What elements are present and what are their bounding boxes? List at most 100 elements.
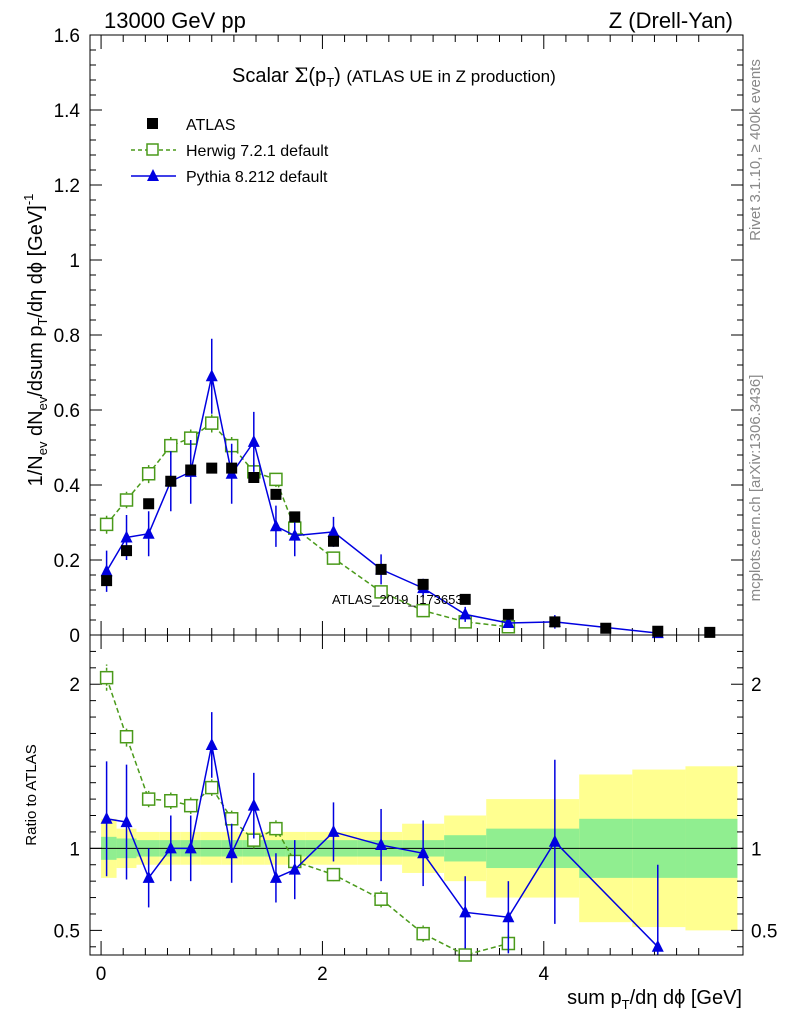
- atlas-point: [270, 488, 282, 500]
- atlas-point: [289, 511, 301, 523]
- atlas-point: [417, 578, 429, 590]
- atlas-point: [502, 608, 514, 620]
- legend-marker-atlas: [147, 118, 158, 129]
- legend-marker-pythia: [147, 169, 159, 181]
- ratio-ytick-label: 1: [69, 839, 80, 860]
- atlas-point: [704, 626, 716, 638]
- pythia-ratio-point: [502, 910, 515, 923]
- pythia-ratio-point: [247, 798, 260, 811]
- ratio-ytick-label: 0.5: [54, 921, 80, 942]
- xtick-label: 2: [317, 964, 328, 985]
- ratio-ytick-label-right: 1: [751, 839, 762, 860]
- pythia-ratio-point: [164, 841, 177, 854]
- herwig-point: [119, 493, 134, 507]
- pythia-ratio-point: [548, 834, 561, 847]
- analysis-watermark: ATLAS_2019_I1736531: [332, 592, 470, 607]
- atlas-point: [165, 475, 177, 487]
- pythia-point: [459, 607, 472, 620]
- legend-item-herwig: Herwig 7.2.1 default: [131, 143, 329, 160]
- herwig-point: [99, 517, 114, 532]
- atlas-point: [549, 616, 561, 628]
- main-ytick-label: 0.8: [54, 326, 80, 347]
- main-ytick-label: 1: [69, 251, 80, 272]
- herwig-point: [416, 603, 430, 618]
- pythia-ratio-point: [327, 824, 340, 837]
- pythia-point: [502, 616, 515, 628]
- main-ytick-label: 0.2: [54, 551, 80, 572]
- ratio-plot: 0.5 0.5 1 1 2 2 0 2 4: [54, 635, 777, 985]
- atlas-point: [101, 575, 113, 587]
- legend-label-pythia: Pythia 8.212 default: [186, 169, 328, 186]
- xtick-label: 0: [96, 964, 107, 985]
- herwig-ratio-point: [204, 780, 219, 795]
- legend-item-atlas: ATLAS: [147, 117, 236, 134]
- pythia-ratio-point: [651, 939, 664, 952]
- pythia-point: [327, 524, 340, 537]
- pythia-ratio-point: [417, 846, 430, 859]
- herwig-ratio-point: [224, 812, 239, 826]
- herwig-point: [141, 467, 156, 481]
- pythia-ratio-point: [142, 870, 155, 883]
- pythia-point: [120, 530, 133, 543]
- herwig-ratio-point: [416, 926, 430, 941]
- herwig-point: [326, 551, 341, 565]
- atlas-point: [327, 535, 339, 547]
- ratio-ytick-label: 2: [69, 675, 80, 696]
- main-ytick-label: 1.6: [54, 26, 80, 47]
- rivet-label: Rivet 3.1.10, ≥ 400k events: [747, 59, 764, 241]
- pythia-ratio-point: [205, 737, 218, 750]
- herwig-ratio-point: [326, 867, 341, 882]
- herwig-point: [204, 416, 219, 430]
- mcplots-label: mcplots.cern.ch [arXiv:1306.3436]: [747, 375, 764, 602]
- atlas-point: [185, 464, 197, 476]
- ratio-ylabel: Ratio to ATLAS: [23, 744, 40, 845]
- energy-label: 13000 GeV pp: [104, 8, 246, 33]
- pythia-ratio-point: [225, 846, 238, 859]
- pythia-point: [100, 564, 113, 577]
- pythia-ratio-point: [269, 870, 282, 883]
- atlas-point: [652, 625, 664, 637]
- herwig-point: [164, 438, 178, 453]
- pythia-point: [142, 526, 155, 539]
- pythia-ratio-point: [184, 841, 197, 854]
- pythia-point: [288, 528, 301, 541]
- herwig-line: [106, 422, 509, 628]
- ratio-ytick-label-right: 0.5: [751, 921, 777, 942]
- atlas-point: [600, 622, 612, 634]
- pythia-point: [205, 369, 218, 382]
- legend-label-herwig: Herwig 7.2.1 default: [186, 143, 329, 160]
- ratio-plot-frame: [89, 634, 744, 956]
- main-ytick-label: 1.2: [54, 176, 80, 197]
- atlas-point: [226, 462, 238, 474]
- main-ylabel: 1/Nev dNev/dsum pT/dη dϕ [GeV]-1: [21, 194, 50, 487]
- legend-marker-herwig: [146, 143, 159, 156]
- pythia-ratio-point: [100, 811, 113, 824]
- herwig-ratio-point: [269, 821, 283, 836]
- process-label: Z (Drell-Yan): [609, 8, 733, 33]
- main-ytick-label: 0: [69, 626, 80, 647]
- atlas-point: [459, 593, 471, 605]
- pythia-ratio-point: [459, 905, 472, 918]
- herwig-point: [269, 472, 283, 487]
- herwig-ratio-point: [374, 892, 388, 906]
- atlas-point: [375, 563, 387, 575]
- plot-title: Scalar Σ(pT) (ATLAS UE in Z production): [232, 63, 556, 90]
- main-ytick-label: 1.4: [54, 101, 81, 122]
- atlas-point: [248, 472, 260, 483]
- pythia-ratio-point: [375, 838, 388, 851]
- atlas-point: [121, 545, 133, 557]
- main-ytick-label: 0.6: [54, 401, 80, 422]
- herwig-ratio-point: [164, 793, 178, 808]
- pythia-ratio-point: [120, 815, 133, 828]
- main-ytick-label: 0.4: [54, 476, 81, 497]
- ratio-ytick-label-right: 2: [751, 675, 762, 696]
- atlas-point: [206, 462, 218, 474]
- herwig-ratio-point: [119, 729, 134, 744]
- legend-label-atlas: ATLAS: [186, 117, 236, 134]
- xtick-label: 4: [538, 964, 549, 985]
- legend-item-pythia: Pythia 8.212 default: [131, 169, 328, 186]
- legend: ATLAS Herwig 7.2.1 default Pythia 8.212 …: [131, 117, 329, 186]
- pythia-point: [247, 434, 260, 447]
- herwig-ratio-point: [99, 670, 114, 685]
